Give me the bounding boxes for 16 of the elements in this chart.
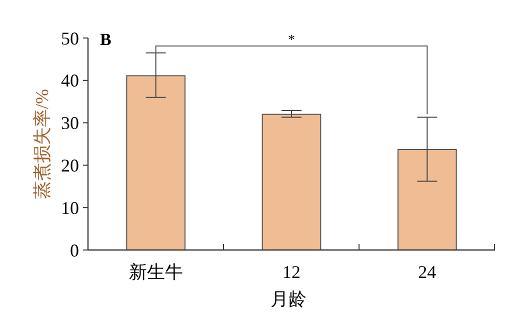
x-tick-label: 12 — [282, 262, 300, 282]
y-tick-label: 30 — [61, 113, 79, 134]
y-tick-label: 0 — [70, 240, 79, 260]
bar — [126, 75, 186, 250]
bar — [398, 149, 457, 250]
y-tick-label: 10 — [61, 198, 79, 218]
x-tick-label: 24 — [418, 262, 436, 282]
y-axis-title: 蒸煮损失率/% — [32, 89, 52, 199]
y-tick-label: 40 — [61, 70, 79, 91]
x-axis-title: 月龄 — [270, 289, 306, 309]
y-tick-label: 20 — [61, 156, 79, 176]
x-tick-label: 新生牛 — [128, 262, 183, 282]
annotation: B — [100, 30, 112, 49]
y-tick-label: 50 — [61, 28, 79, 48]
annotation: * — [288, 33, 295, 48]
bar — [262, 114, 322, 250]
